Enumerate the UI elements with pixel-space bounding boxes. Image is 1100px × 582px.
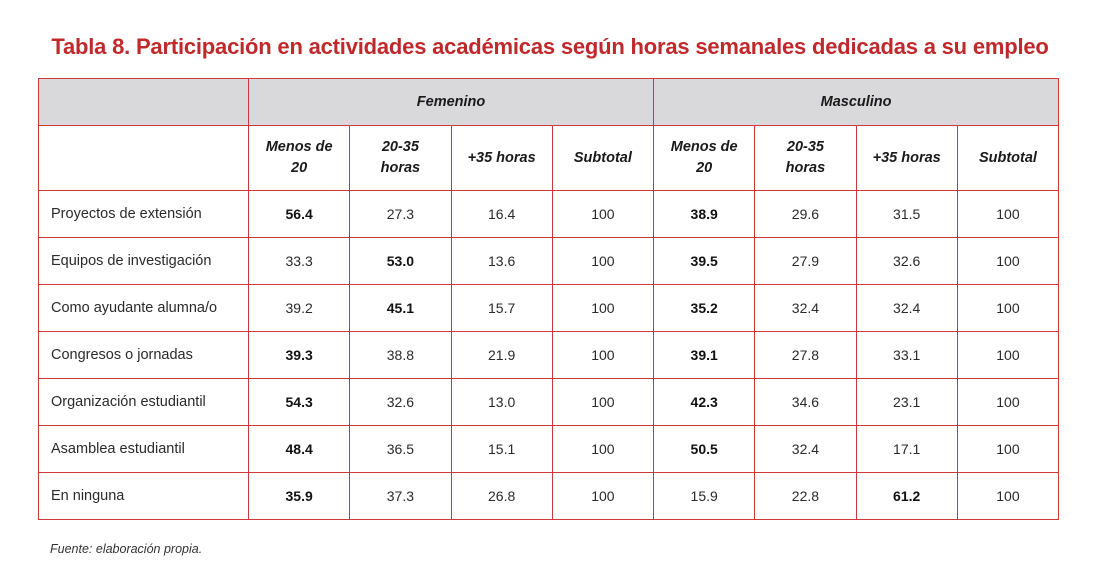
table-cell: 100 (551, 331, 655, 379)
table-cell: 15.7 (450, 284, 553, 332)
col-header: Menos de 20 (653, 125, 756, 191)
table-row: Congresos o jornadas 39.3 38.8 21.9 100 39.1 2… (38, 331, 1060, 379)
table-cell: 100 (956, 378, 1060, 426)
table-row: Proyectos de extensión 56.4 27.3 16.4 100 38.… (38, 190, 1060, 238)
table-row: Como ayudante alumna/o 39.2 45.1 15.7 100 35.… (38, 284, 1060, 332)
col-header: 20-35 horas (349, 125, 452, 191)
table-cell: 100 (956, 237, 1060, 285)
participation-table: Femenino Masculino Menos de 20 20-35 horas… (38, 78, 1060, 520)
table-cell: 32.6 (349, 378, 452, 426)
table-cell: 45.1 (349, 284, 452, 332)
table-cell: 39.3 (247, 331, 351, 379)
row-label: Asamblea estudiantil (38, 425, 249, 473)
table-body: Proyectos de extensión 56.4 27.3 16.4 100 38.… (38, 190, 1060, 520)
sub-header-row: Menos de 20 20-35 horas +35 horas Subtotal… (38, 125, 1060, 191)
table-cell: 33.3 (247, 237, 351, 285)
row-label: Organización estudiantil (38, 378, 249, 426)
table-cell: 35.9 (247, 472, 351, 520)
col-header: Subtotal (551, 125, 655, 191)
table-cell: 37.3 (349, 472, 452, 520)
table-cell: 100 (956, 425, 1060, 473)
group-header-row: Femenino Masculino (38, 78, 1060, 126)
table-cell: 27.8 (754, 331, 857, 379)
col-header: Subtotal (956, 125, 1060, 191)
col-header: +35 horas (450, 125, 553, 191)
table-cell: 48.4 (247, 425, 351, 473)
row-label: Congresos o jornadas (38, 331, 249, 379)
table-cell: 54.3 (247, 378, 351, 426)
table-cell: 15.1 (450, 425, 553, 473)
table-cell: 13.0 (450, 378, 553, 426)
table-cell: 35.2 (653, 284, 756, 332)
table-cell: 39.2 (247, 284, 351, 332)
table-cell: 100 (551, 425, 655, 473)
table-cell: 100 (956, 190, 1060, 238)
table-cell: 100 (956, 472, 1060, 520)
row-label: Proyectos de extensión (38, 190, 249, 238)
table-cell: 16.4 (450, 190, 553, 238)
table-cell: 53.0 (349, 237, 452, 285)
table-cell: 15.9 (653, 472, 756, 520)
table-cell: 21.9 (450, 331, 553, 379)
table-cell: 38.8 (349, 331, 452, 379)
group-header-masculino: Masculino (653, 78, 1060, 126)
table-row: Equipos de investigación 33.3 53.0 13.6 100 3… (38, 237, 1060, 285)
col-header: 20-35 horas (754, 125, 857, 191)
table-row: Organización estudiantil 54.3 32.6 13.0 100 4… (38, 378, 1060, 426)
table-cell: 42.3 (653, 378, 756, 426)
table-cell: 34.6 (754, 378, 857, 426)
table-cell: 39.5 (653, 237, 756, 285)
row-label: Equipos de investigación (38, 237, 249, 285)
table-cell: 32.4 (855, 284, 958, 332)
table-cell: 23.1 (855, 378, 958, 426)
table-cell: 29.6 (754, 190, 857, 238)
table-row: Asamblea estudiantil 48.4 36.5 15.1 100 50.5 3… (38, 425, 1060, 473)
corner-cell (38, 78, 249, 126)
table-cell: 61.2 (855, 472, 958, 520)
source-footnote: Fuente: elaboración propia. (50, 542, 203, 556)
row-label-header (38, 125, 249, 191)
table-cell: 32.6 (855, 237, 958, 285)
table-cell: 26.8 (450, 472, 553, 520)
table-cell: 100 (551, 237, 655, 285)
table-cell: 17.1 (855, 425, 958, 473)
table-cell: 22.8 (754, 472, 857, 520)
table-cell: 100 (551, 284, 655, 332)
table-cell: 13.6 (450, 237, 553, 285)
table-cell: 31.5 (855, 190, 958, 238)
table-cell: 27.9 (754, 237, 857, 285)
table-cell: 39.1 (653, 331, 756, 379)
table-row: En ninguna 35.9 37.3 26.8 100 15.9 22.8 61.2 100 (38, 472, 1060, 520)
table-cell: 38.9 (653, 190, 756, 238)
group-header-femenino: Femenino (247, 78, 655, 126)
table-cell: 100 (956, 284, 1060, 332)
row-label: En ninguna (38, 472, 249, 520)
table-cell: 50.5 (653, 425, 756, 473)
row-label: Como ayudante alumna/o (38, 284, 249, 332)
table-cell: 56.4 (247, 190, 351, 238)
table-title: Tabla 8. Participación en actividades ac… (51, 34, 1049, 59)
table-cell: 36.5 (349, 425, 452, 473)
table-cell: 100 (956, 331, 1060, 379)
table-cell: 32.4 (754, 425, 857, 473)
table-cell: 33.1 (855, 331, 958, 379)
table-cell: 32.4 (754, 284, 857, 332)
table-cell: 100 (551, 190, 655, 238)
col-header: Menos de 20 (247, 125, 351, 191)
table-cell: 100 (551, 472, 655, 520)
table-cell: 100 (551, 378, 655, 426)
col-header: +35 horas (855, 125, 958, 191)
table-cell: 27.3 (349, 190, 452, 238)
